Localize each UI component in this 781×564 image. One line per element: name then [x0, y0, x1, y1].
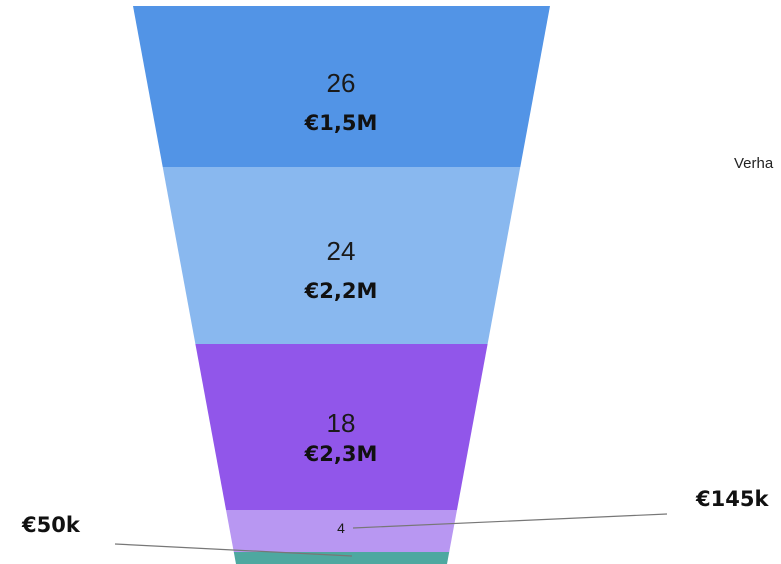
funnel-stage-4 — [226, 510, 457, 552]
stage-2-count: 24 — [327, 236, 356, 266]
funnel-stage-5 — [233, 552, 450, 564]
stage-5-value-callout: €50k — [21, 513, 81, 537]
stage-3-count: 18 — [327, 408, 356, 438]
callout-line-stage-4 — [352, 513, 668, 529]
stage-4-value-callout: €145k — [695, 487, 769, 511]
funnel-stage-1 — [133, 6, 550, 167]
stage-1-count: 26 — [327, 68, 356, 98]
funnel-stage-2 — [162, 167, 521, 344]
stage-4-count: 4 — [337, 520, 345, 536]
stage-1-value: €1,5M — [304, 111, 378, 135]
side-label: Verha — [734, 155, 774, 172]
stage-2-value: €2,2M — [304, 279, 378, 303]
callout-line-stage-5 — [114, 543, 353, 557]
funnel-stage-3 — [195, 344, 488, 510]
funnel-labels: 26 €1,5M 24 €2,2M 18 €2,3M — [304, 68, 378, 466]
funnel-stages — [133, 6, 550, 564]
stage-3-value: €2,3M — [304, 442, 378, 466]
